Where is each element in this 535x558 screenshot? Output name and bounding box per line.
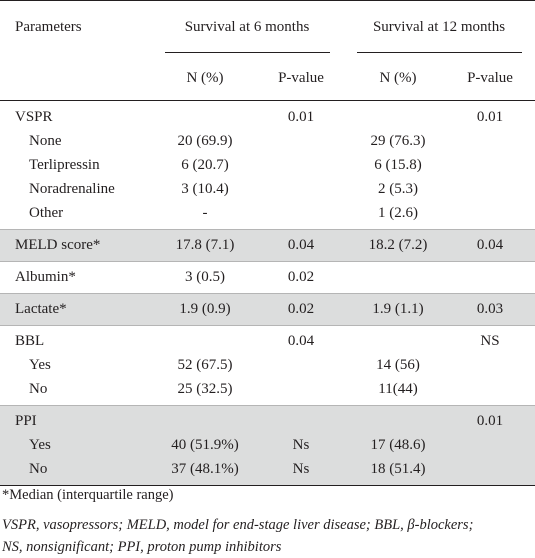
parameter: BBL — [15, 333, 45, 349]
group-header: Survival at 12 months — [372, 19, 506, 35]
group-rule — [0, 229, 535, 230]
cell: 2 (5.3) — [378, 181, 418, 197]
sub-parameter: No — [29, 381, 48, 397]
group-rule — [0, 261, 535, 262]
cell: 0.01 — [476, 109, 504, 125]
row-band — [0, 405, 535, 485]
cell: 0.02 — [287, 301, 315, 317]
group-rule — [0, 325, 535, 326]
cell: 0.01 — [287, 109, 315, 125]
subheader: P-value — [278, 70, 324, 86]
cell: 6 (20.7) — [181, 157, 229, 173]
header-cell: Parameters — [15, 19, 82, 35]
cell: 52 (67.5) — [177, 357, 233, 373]
cell: 0.04 — [476, 237, 504, 253]
sub-parameter: Yes — [29, 357, 51, 373]
cell: 18 (51.4) — [370, 461, 426, 477]
sub-parameter: Yes — [29, 437, 51, 453]
sub-parameter: Terlipressin — [29, 157, 100, 173]
cell: - — [202, 205, 208, 221]
cell: 11(44) — [378, 381, 418, 397]
group-header: Survival at 6 months — [184, 19, 310, 35]
parameter: PPI — [15, 413, 37, 429]
cell: 6 (15.8) — [374, 157, 422, 173]
cell: Ns — [292, 437, 310, 453]
subheader: N (%) — [186, 70, 224, 86]
group-rule — [357, 52, 522, 53]
row-band — [0, 101, 535, 229]
cell: 18.2 (7.2) — [368, 237, 428, 253]
footnote: *Median (interquartile range) — [2, 487, 174, 503]
cell: 40 (51.9%) — [171, 437, 239, 453]
cell: 0.01 — [476, 413, 504, 429]
bottom-rule — [0, 485, 535, 486]
sub-parameter: Noradrenaline — [29, 181, 115, 197]
row-band — [0, 261, 535, 293]
cell: NS — [480, 333, 500, 349]
parameter: VSPR — [15, 109, 53, 125]
parameter: MELD score* — [15, 237, 101, 253]
cell: 1.9 (1.1) — [372, 301, 424, 317]
row-band — [0, 229, 535, 261]
cell: 0.04 — [287, 237, 315, 253]
cell: 25 (32.5) — [177, 381, 233, 397]
row-band — [0, 325, 535, 405]
cell: 29 (76.3) — [370, 133, 426, 149]
cell: 0.02 — [287, 269, 315, 285]
sub-parameter: No — [29, 461, 48, 477]
group-rule — [0, 405, 535, 406]
cell: 17.8 (7.1) — [175, 237, 235, 253]
sub-parameter: None — [29, 133, 62, 149]
cell: 3 (0.5) — [185, 269, 225, 285]
cell: 14 (56) — [376, 357, 420, 373]
row-band — [0, 293, 535, 325]
cell: 1 (2.6) — [378, 205, 418, 221]
header-rule — [0, 100, 535, 101]
footnote: NS, nonsignificant; PPI, proton pump inh… — [2, 539, 282, 555]
parameter: Albumin* — [15, 269, 76, 285]
subheader: P-value — [467, 70, 513, 86]
cell: Ns — [292, 461, 310, 477]
cell: 0.04 — [287, 333, 315, 349]
cell: 0.03 — [476, 301, 504, 317]
group-rule — [0, 293, 535, 294]
cell: 20 (69.9) — [177, 133, 233, 149]
top-rule — [0, 0, 535, 1]
cell: 17 (48.6) — [370, 437, 426, 453]
cell: 1.9 (0.9) — [179, 301, 231, 317]
footnote: VSPR, vasopressors; MELD, model for end-… — [2, 517, 474, 533]
cell: 37 (48.1%) — [171, 461, 239, 477]
cell: 3 (10.4) — [181, 181, 229, 197]
sub-parameter: Other — [29, 205, 64, 221]
group-rule — [165, 52, 330, 53]
parameter: Lactate* — [15, 301, 67, 317]
subheader: N (%) — [379, 70, 417, 86]
